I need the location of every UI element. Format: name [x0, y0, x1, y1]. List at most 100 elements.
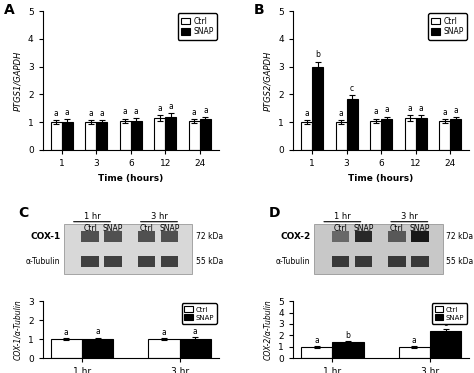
- Legend: Ctrl, SNAP: Ctrl, SNAP: [428, 13, 467, 40]
- Y-axis label: PTGS2/GAPDH: PTGS2/GAPDH: [264, 50, 273, 111]
- Bar: [450, 119, 461, 150]
- Bar: [62, 122, 73, 150]
- Text: a: a: [95, 327, 100, 336]
- Bar: [439, 121, 450, 150]
- Text: 3 hr: 3 hr: [401, 211, 418, 220]
- Text: 72 kDa: 72 kDa: [447, 232, 474, 241]
- Bar: [346, 98, 358, 150]
- Text: 55 kDa: 55 kDa: [196, 257, 223, 266]
- Bar: [332, 256, 349, 267]
- Text: a: a: [339, 109, 344, 118]
- Text: c: c: [444, 319, 447, 328]
- Text: a: a: [168, 102, 173, 111]
- Bar: [355, 256, 372, 267]
- Text: a: a: [162, 327, 166, 337]
- Text: a: a: [157, 104, 162, 113]
- Bar: [138, 231, 155, 242]
- Bar: [180, 339, 211, 358]
- Bar: [96, 122, 107, 150]
- Bar: [381, 119, 392, 150]
- Bar: [405, 118, 416, 150]
- Text: α-Tubulin: α-Tubulin: [26, 257, 60, 266]
- Text: a: a: [412, 336, 417, 345]
- Bar: [64, 224, 192, 274]
- Bar: [399, 347, 430, 358]
- Bar: [388, 231, 406, 242]
- Bar: [314, 224, 443, 274]
- Text: SNAP: SNAP: [159, 223, 180, 232]
- Bar: [200, 119, 211, 150]
- Bar: [416, 118, 427, 150]
- Text: COX-2: COX-2: [280, 232, 310, 241]
- Bar: [82, 256, 99, 267]
- Bar: [411, 256, 428, 267]
- Text: D: D: [268, 206, 280, 220]
- Text: a: a: [123, 107, 128, 116]
- Text: 1 hr: 1 hr: [334, 211, 351, 220]
- Text: C: C: [18, 206, 28, 220]
- Bar: [165, 117, 176, 150]
- Bar: [148, 339, 180, 358]
- Bar: [301, 122, 312, 150]
- Text: a: a: [314, 336, 319, 345]
- X-axis label: Time (hours): Time (hours): [98, 173, 164, 182]
- Bar: [355, 231, 372, 242]
- Bar: [82, 339, 113, 358]
- Text: a: a: [408, 104, 412, 113]
- Y-axis label: COX-2/α-Tubulin: COX-2/α-Tubulin: [264, 299, 273, 360]
- Bar: [430, 331, 461, 358]
- Text: SNAP: SNAP: [103, 223, 123, 232]
- Bar: [411, 231, 428, 242]
- Bar: [301, 347, 332, 358]
- Bar: [82, 231, 99, 242]
- Text: SNAP: SNAP: [353, 223, 374, 232]
- Text: c: c: [350, 84, 354, 93]
- Bar: [51, 122, 62, 150]
- Bar: [312, 67, 323, 150]
- Bar: [85, 122, 96, 150]
- Text: 1 hr: 1 hr: [83, 211, 100, 220]
- Text: a: a: [304, 109, 309, 118]
- Text: a: a: [64, 327, 69, 337]
- Text: a: a: [453, 106, 458, 115]
- Text: b: b: [346, 330, 350, 340]
- Y-axis label: COX-1/α-Tubulin: COX-1/α-Tubulin: [13, 299, 22, 360]
- Bar: [138, 256, 155, 267]
- Bar: [120, 121, 131, 150]
- Legend: Ctrl, SNAP: Ctrl, SNAP: [432, 303, 467, 323]
- Bar: [336, 122, 346, 150]
- Text: 72 kDa: 72 kDa: [196, 232, 223, 241]
- Text: Ctrl: Ctrl: [334, 223, 347, 232]
- Text: a: a: [65, 108, 70, 117]
- Text: a: a: [442, 108, 447, 117]
- Text: 3 hr: 3 hr: [151, 211, 167, 220]
- Y-axis label: PTGS1/GAPDH: PTGS1/GAPDH: [13, 50, 22, 111]
- Text: Ctrl: Ctrl: [83, 223, 97, 232]
- Text: 55 kDa: 55 kDa: [447, 257, 474, 266]
- Text: a: a: [54, 109, 59, 118]
- Bar: [388, 256, 406, 267]
- Bar: [161, 231, 178, 242]
- Text: COX-1: COX-1: [30, 232, 60, 241]
- Bar: [131, 121, 142, 150]
- Text: a: a: [192, 108, 197, 117]
- Legend: Ctrl, SNAP: Ctrl, SNAP: [178, 13, 217, 40]
- Bar: [104, 231, 122, 242]
- Bar: [332, 231, 349, 242]
- X-axis label: Time (hours): Time (hours): [348, 173, 414, 182]
- Text: B: B: [254, 3, 265, 17]
- Text: a: a: [419, 104, 424, 113]
- Bar: [154, 118, 165, 150]
- Bar: [370, 121, 381, 150]
- Text: A: A: [4, 3, 15, 17]
- Text: a: a: [373, 107, 378, 116]
- Text: Ctrl: Ctrl: [140, 223, 154, 232]
- Text: a: a: [193, 327, 198, 336]
- Legend: Ctrl, SNAP: Ctrl, SNAP: [182, 303, 217, 323]
- Bar: [332, 342, 364, 358]
- Text: b: b: [315, 50, 320, 59]
- Text: a: a: [203, 106, 208, 115]
- Bar: [104, 256, 122, 267]
- Text: a: a: [100, 109, 104, 118]
- Bar: [51, 339, 82, 358]
